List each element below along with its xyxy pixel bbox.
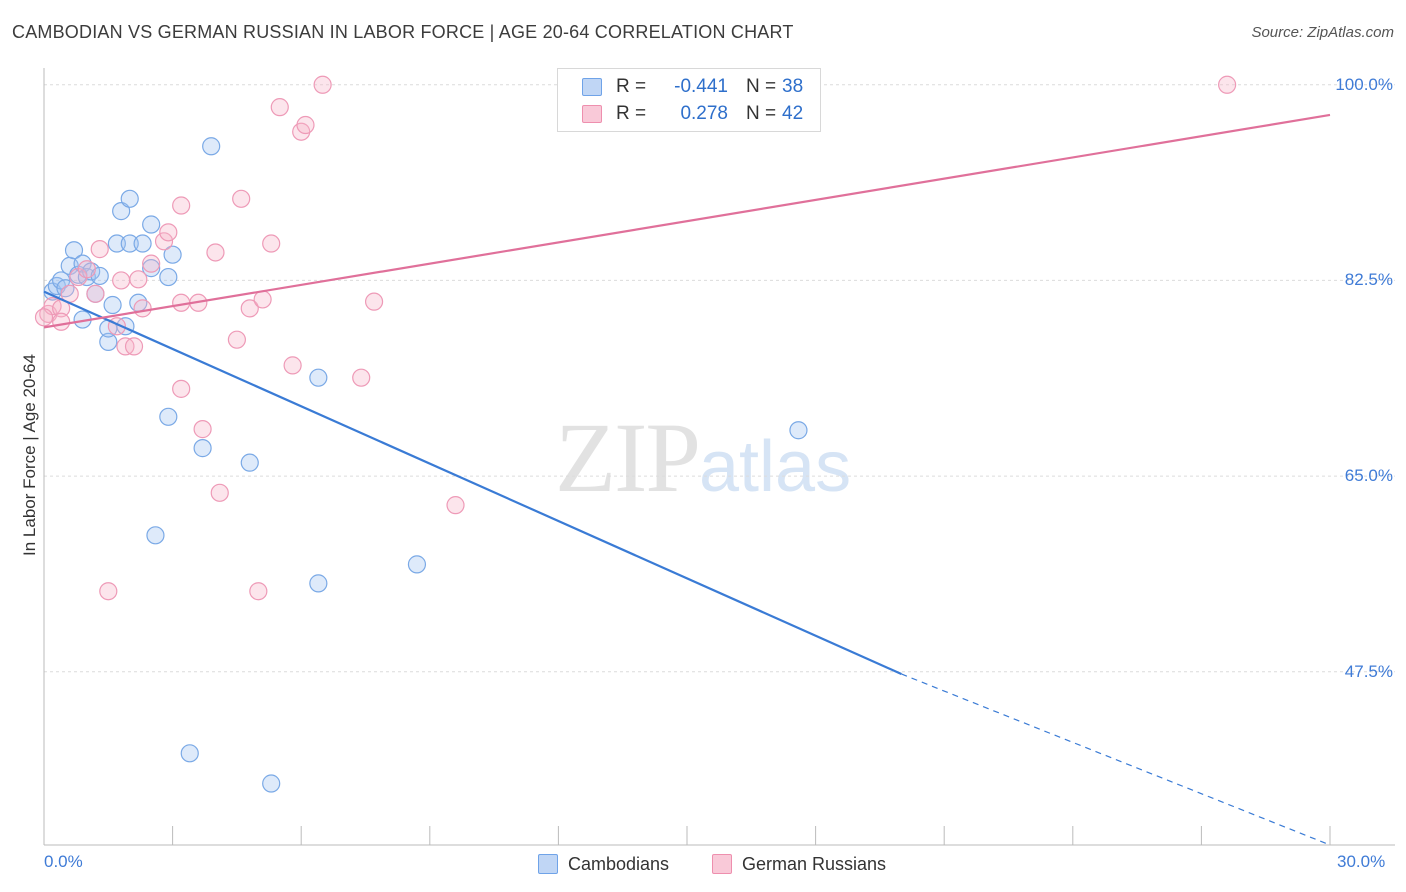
y-tick-label: 100.0% bbox=[1335, 74, 1393, 94]
cambodian-trend-extension bbox=[901, 673, 1331, 846]
legend-r-value: 0.278 bbox=[680, 103, 728, 124]
cambodian-point bbox=[112, 202, 131, 221]
legend-label-german-russians: German Russians bbox=[742, 853, 887, 874]
german-russian-point bbox=[129, 270, 148, 289]
german-russian-point bbox=[210, 483, 229, 502]
legend-swatch-cambodians bbox=[582, 78, 602, 96]
y-tick-label: 82.5% bbox=[1344, 270, 1393, 290]
german-russian-point bbox=[283, 356, 302, 375]
cambodian-point bbox=[163, 245, 182, 264]
german-russian-point bbox=[296, 115, 315, 135]
y-tick-label: 65.0% bbox=[1344, 466, 1393, 486]
cambodian-point bbox=[159, 267, 178, 287]
legend-item-cambodians: Cambodians bbox=[538, 852, 669, 876]
german-russian-point bbox=[142, 254, 161, 273]
chart-title: CAMBODIAN VS GERMAN RUSSIAN IN LABOR FOR… bbox=[12, 22, 794, 42]
german-russian-point bbox=[313, 75, 332, 94]
legend-swatch-german-russians bbox=[712, 854, 732, 874]
legend-n-value: 42 bbox=[782, 103, 804, 124]
legend-r-label: R = bbox=[616, 103, 647, 124]
legend-swatch-german-russians bbox=[582, 105, 602, 123]
cambodian-point bbox=[309, 368, 328, 387]
german-russian-point bbox=[232, 189, 251, 208]
german-russian-point bbox=[262, 234, 281, 253]
cambodian-point bbox=[64, 241, 84, 260]
german-russian-point bbox=[86, 284, 105, 303]
legend-row-cambodians: R = -0.441 N = 38 bbox=[582, 74, 803, 100]
cambodian-point bbox=[107, 234, 126, 253]
legend-item-german-russians: German Russians bbox=[712, 852, 886, 876]
german-russian-point bbox=[352, 368, 371, 387]
correlation-legend: R = -0.441 N = 38 R = 0.278 N = 42 bbox=[557, 68, 821, 132]
cambodian-point bbox=[407, 555, 427, 574]
cambodian-point bbox=[789, 421, 808, 440]
cambodian-point bbox=[240, 453, 259, 472]
x-tick-label-max: 30.0% bbox=[1337, 852, 1386, 871]
german-russian-point bbox=[34, 308, 54, 327]
cambodian-point bbox=[180, 744, 199, 763]
german-russian-point bbox=[364, 292, 384, 311]
legend-n-value: 38 bbox=[782, 76, 804, 97]
german-russian-point bbox=[154, 232, 174, 251]
german-russian-point bbox=[172, 196, 191, 215]
source-label: Source: ZipAtlas.com bbox=[1251, 24, 1394, 41]
german-russian-point bbox=[1218, 75, 1237, 94]
german-russian-point bbox=[133, 299, 152, 318]
cambodian-point bbox=[146, 526, 165, 545]
german-russian-point bbox=[206, 243, 225, 262]
german-russian-point bbox=[124, 337, 144, 356]
german-russian-point bbox=[270, 98, 289, 117]
german-russian-point bbox=[52, 312, 71, 331]
german-russian-point bbox=[446, 496, 465, 515]
watermark-atlas: atlas bbox=[699, 427, 852, 507]
cambodian-point bbox=[159, 407, 178, 426]
german-russian-point bbox=[90, 240, 109, 259]
cambodian-point bbox=[120, 189, 139, 208]
legend-label-cambodians: Cambodians bbox=[568, 853, 670, 874]
legend-n-label: N = bbox=[746, 76, 777, 97]
cambodian-point bbox=[193, 439, 212, 458]
cambodian-point bbox=[142, 259, 161, 278]
watermark-zip: ZIP bbox=[555, 402, 701, 513]
legend-n-label: N = bbox=[746, 103, 777, 124]
cambodian-trend-line bbox=[43, 290, 902, 675]
german-russian-point bbox=[112, 271, 131, 290]
cambodian-point bbox=[262, 774, 281, 793]
german-russian-point bbox=[253, 290, 272, 309]
legend-r-value: -0.441 bbox=[674, 76, 728, 97]
cambodian-point bbox=[103, 295, 122, 315]
legend-r-label: R = bbox=[616, 76, 647, 97]
german-russian-point bbox=[77, 260, 96, 279]
cambodian-point bbox=[99, 332, 118, 352]
x-tick-label-min: 0.0% bbox=[44, 852, 83, 871]
cambodian-point bbox=[120, 234, 139, 253]
cambodian-point bbox=[202, 137, 221, 156]
german-russian-point bbox=[227, 330, 246, 349]
watermark: ZIPatlas bbox=[555, 400, 851, 515]
german-russian-point bbox=[159, 223, 178, 242]
german-russian-trend-line bbox=[43, 113, 1331, 329]
german-russian-point bbox=[249, 582, 268, 601]
y-axis-label: In Labor Force | Age 20-64 bbox=[20, 354, 39, 556]
german-russian-point bbox=[172, 379, 191, 398]
legend-swatch-cambodians bbox=[538, 854, 558, 874]
cambodian-point bbox=[309, 574, 328, 593]
y-tick-label: 47.5% bbox=[1344, 661, 1393, 681]
cambodian-point bbox=[142, 215, 161, 234]
german-russian-point bbox=[240, 299, 259, 318]
german-russian-point bbox=[99, 582, 118, 601]
german-russian-point bbox=[193, 420, 212, 439]
legend-row-german-russians: R = 0.278 N = 42 bbox=[582, 101, 803, 127]
cambodian-point bbox=[133, 234, 152, 253]
